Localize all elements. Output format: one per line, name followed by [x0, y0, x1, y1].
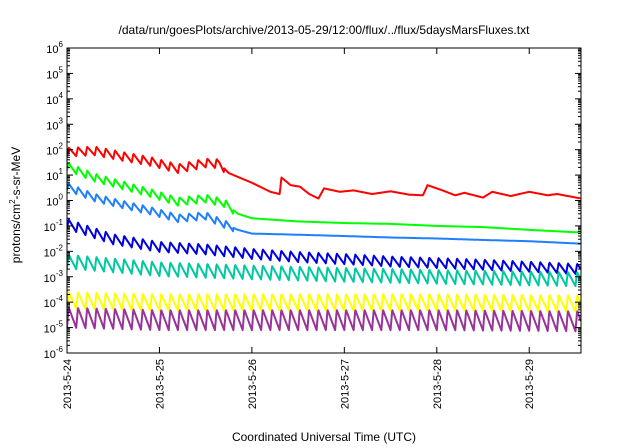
x-axis-label: Coordinated Universal Time (UTC): [232, 430, 416, 444]
chart-title: /data/run/goesPlots/archive/2013-05-29/1…: [119, 23, 531, 37]
y-tick-label: 10-6: [44, 345, 64, 361]
x-tick-label: 2013-5-24: [62, 359, 74, 409]
y-tick-label: 10-1: [44, 218, 64, 234]
y-axis-label-tail: -s-sr-MeV: [9, 147, 23, 200]
x-tick-label: 2013-5-25: [154, 359, 166, 409]
series-line-6: [67, 306, 581, 333]
y-tick-label: 101: [46, 167, 63, 183]
y-tick-label: 100: [46, 193, 63, 209]
x-tick-label: 2013-5-27: [339, 359, 351, 409]
y-tick-label: 106: [46, 40, 63, 56]
y-tick-label: 10-5: [44, 320, 64, 336]
x-tick-label: 2013-5-28: [432, 359, 444, 409]
series-line-3: [67, 218, 581, 275]
y-tick-label: 10-3: [44, 269, 64, 285]
series-line-0: [67, 145, 581, 200]
y-axis-label-main: protons/cm: [9, 204, 23, 263]
y-axis-label: protons/cm2-s-sr-MeV: [8, 147, 23, 263]
x-tick-label: 2013-5-26: [247, 359, 259, 409]
y-tick-label: 103: [46, 116, 63, 132]
y-axis-label-superscript: 2: [8, 199, 17, 204]
y-tick-label: 105: [46, 65, 63, 81]
series-line-5: [67, 291, 581, 313]
y-tick-label: 10-4: [44, 294, 64, 310]
y-tick-label: 102: [46, 142, 63, 158]
y-axis: 10-6 10-5 10-4 10-3 10-2 10-1 100 101 102 103 104 1…: [44, 40, 581, 361]
series-line-1: [67, 162, 581, 234]
series-line-4: [67, 254, 581, 288]
x-axis: 2013-5-24 2013-5-25 2013-5-26 2013-5-27 2013…: [62, 48, 536, 409]
series-line-2: [67, 182, 581, 245]
series-layer: [67, 145, 581, 333]
y-tick-label: 104: [46, 91, 63, 107]
x-tick-label: 2013-5-29: [524, 359, 536, 409]
y-tick-label: 10-2: [44, 243, 64, 259]
